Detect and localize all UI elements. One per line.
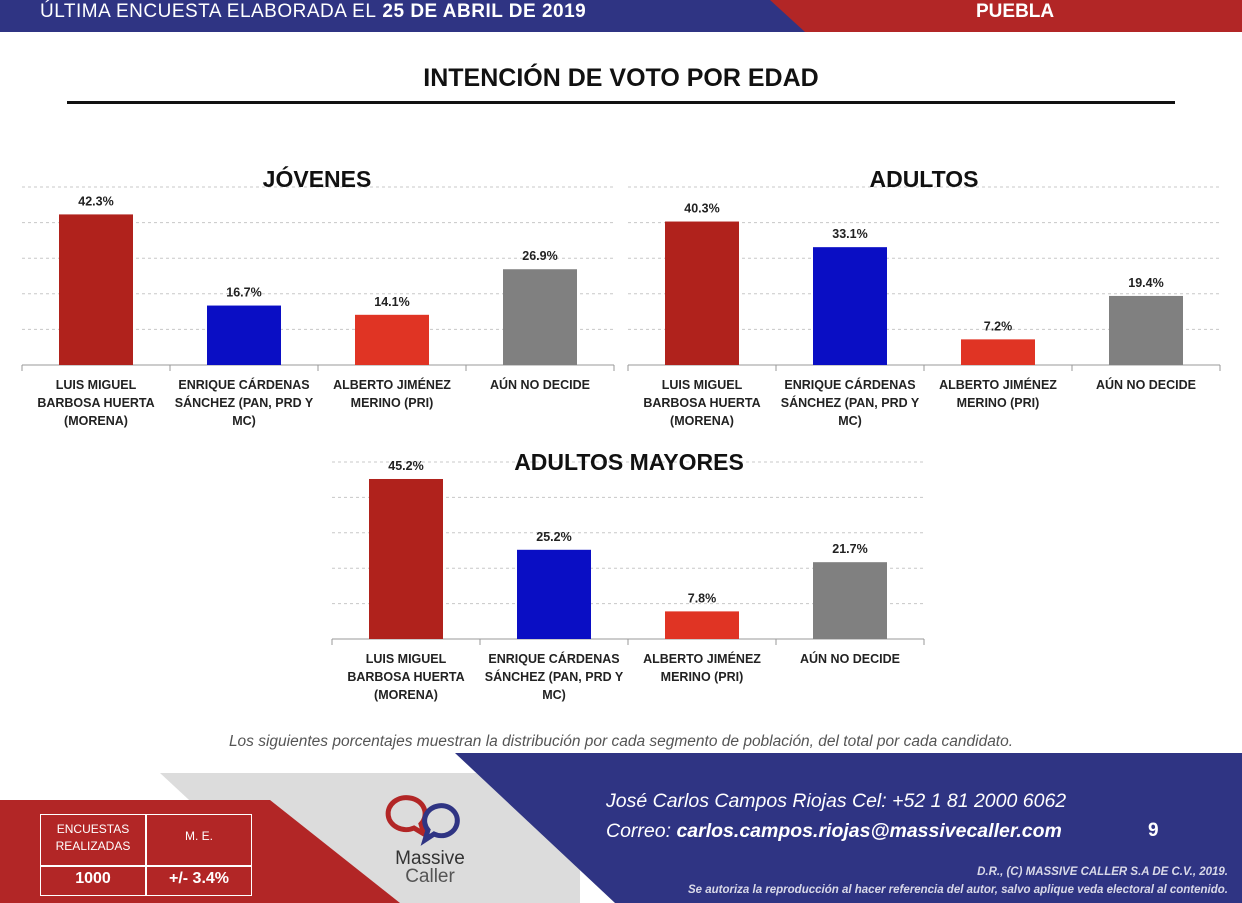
- chat-bubbles-logo-icon: [380, 790, 480, 890]
- category-label: (MORENA): [64, 414, 128, 428]
- surveys-label-line2: REALIZADAS: [55, 839, 131, 853]
- footnote: Los siguientes porcentajes muestran la d…: [228, 733, 1014, 750]
- bar: [59, 214, 133, 365]
- category-label: ALBERTO JIMÉNEZ: [939, 377, 1057, 392]
- chart-title: ADULTOS: [869, 166, 978, 192]
- chart-adultos-mayores-svg: ADULTOS MAYORES 45.2% LUIS MIGUEL BARBOSA H…: [331, 449, 925, 702]
- stats-box: ENCUESTAS REALIZADAS M. E. 1000 +/- 3.4%: [40, 814, 252, 896]
- category-label: ENRIQUE CÁRDENAS: [784, 377, 915, 392]
- bar: [665, 221, 739, 365]
- email-label: Correo:: [606, 820, 672, 842]
- stats-divider-horizontal: [41, 865, 251, 867]
- region-label: PUEBLA: [976, 1, 1055, 22]
- category-label: ALBERTO JIMÉNEZ: [333, 377, 451, 392]
- email-link[interactable]: carlos.campos.riojas@massivecaller.com: [676, 820, 1062, 842]
- data-label: 42.3%: [78, 194, 113, 208]
- category-label: LUIS MIGUEL: [56, 378, 137, 392]
- category-label: LUIS MIGUEL: [662, 378, 743, 392]
- data-label: 25.2%: [536, 530, 571, 544]
- data-label: 45.2%: [388, 459, 423, 473]
- bar: [961, 339, 1035, 365]
- category-label: LUIS MIGUEL: [366, 652, 447, 666]
- category-label: MERINO (PRI): [957, 396, 1040, 410]
- chart-title: JÓVENES: [263, 165, 372, 192]
- chart-jovenes-svg: JÓVENES 42.3% LUIS MIGUEL BARBOSA HUERTA (MO…: [21, 165, 615, 428]
- bar: [813, 562, 887, 639]
- title-rule: [67, 101, 1175, 104]
- copyright-line1: D.R., (C) MASSIVE CALLER S.A DE C.V., 20…: [977, 866, 1228, 878]
- data-label: 19.4%: [1128, 276, 1163, 290]
- stats-divider-vertical: [145, 815, 147, 895]
- bar: [207, 305, 281, 365]
- logo-text-caller: Caller: [405, 866, 455, 887]
- copyright-line2: Se autoriza la reproducción al hacer ref…: [687, 884, 1228, 896]
- category-label: AÚN NO DECIDE: [490, 377, 590, 392]
- category-label: MERINO (PRI): [351, 396, 434, 410]
- chart-title: ADULTOS MAYORES: [514, 449, 744, 475]
- header-red-band: [770, 0, 1242, 32]
- category-label: SÁNCHEZ (PAN, PRD Y: [175, 395, 314, 410]
- category-label: AÚN NO DECIDE: [1096, 377, 1196, 392]
- data-label: 7.8%: [688, 591, 717, 605]
- category-label: BARBOSA HUERTA: [37, 396, 154, 410]
- page-number: 9: [1148, 820, 1159, 841]
- category-label: (MORENA): [670, 414, 734, 428]
- category-label: AÚN NO DECIDE: [800, 651, 900, 666]
- bar: [369, 478, 443, 639]
- data-label: 40.3%: [684, 202, 719, 216]
- bar: [517, 549, 591, 639]
- category-label: MC): [542, 688, 566, 702]
- survey-date: 25 DE ABRIL DE 2019: [382, 1, 587, 22]
- category-label: ENRIQUE CÁRDENAS: [178, 377, 309, 392]
- contact-email-line: Correo: carlos.campos.riojas@massivecall…: [606, 820, 1062, 843]
- surveys-label: ENCUESTAS REALIZADAS: [41, 821, 145, 855]
- chart-adultos: ADULTOS 40.3% LUIS MIGUEL BARBOSA HUERTA (MO…: [627, 160, 1228, 440]
- bar: [1109, 295, 1183, 365]
- data-label: 7.2%: [984, 319, 1013, 333]
- header-bar: ÚLTIMA ENCUESTA ELABORADA EL 25 DE ABRIL …: [0, 0, 1242, 32]
- bar: [813, 247, 887, 365]
- category-label: SÁNCHEZ (PAN, PRD Y: [781, 395, 920, 410]
- surveys-label-line1: ENCUESTAS: [56, 822, 130, 836]
- chart-jovenes: JÓVENES 42.3% LUIS MIGUEL BARBOSA HUERTA (MO…: [21, 160, 622, 440]
- data-label: 21.7%: [832, 542, 867, 556]
- category-label: MC): [232, 414, 256, 428]
- surveys-value: 1000: [75, 870, 111, 887]
- bar: [503, 269, 577, 365]
- chart-adultos-mayores: ADULTOS MAYORES 45.2% LUIS MIGUEL BARBOSA H…: [331, 440, 932, 710]
- chart-adultos-svg: ADULTOS 40.3% LUIS MIGUEL BARBOSA HUERTA (MO…: [627, 166, 1221, 428]
- contact-name-phone: José Carlos Campos Riojas Cel: +52 1 81 …: [606, 790, 1067, 812]
- category-label: ALBERTO JIMÉNEZ: [643, 651, 761, 666]
- bar: [665, 611, 739, 639]
- data-label: 16.7%: [226, 286, 261, 300]
- category-label: MC): [838, 414, 862, 428]
- page-title: INTENCIÓN DE VOTO POR EDAD: [423, 64, 819, 92]
- margin-value: +/- 3.4%: [168, 870, 230, 887]
- data-label: 14.1%: [374, 295, 409, 309]
- category-label: ENRIQUE CÁRDENAS: [488, 651, 619, 666]
- category-label: BARBOSA HUERTA: [347, 670, 464, 684]
- category-label: BARBOSA HUERTA: [643, 396, 760, 410]
- survey-label: ÚLTIMA ENCUESTA ELABORADA EL: [40, 1, 377, 22]
- margin-label: M. E.: [184, 829, 213, 843]
- data-label: 26.9%: [522, 249, 557, 263]
- category-label: MERINO (PRI): [661, 670, 744, 684]
- category-label: (MORENA): [374, 688, 438, 702]
- category-label: SÁNCHEZ (PAN, PRD Y: [485, 669, 624, 684]
- survey-date-label: ÚLTIMA ENCUESTA ELABORADA EL 25 DE ABRIL …: [40, 0, 586, 24]
- logo-text-massive: Massive: [395, 848, 465, 869]
- bar: [355, 314, 429, 365]
- data-label: 33.1%: [832, 227, 867, 241]
